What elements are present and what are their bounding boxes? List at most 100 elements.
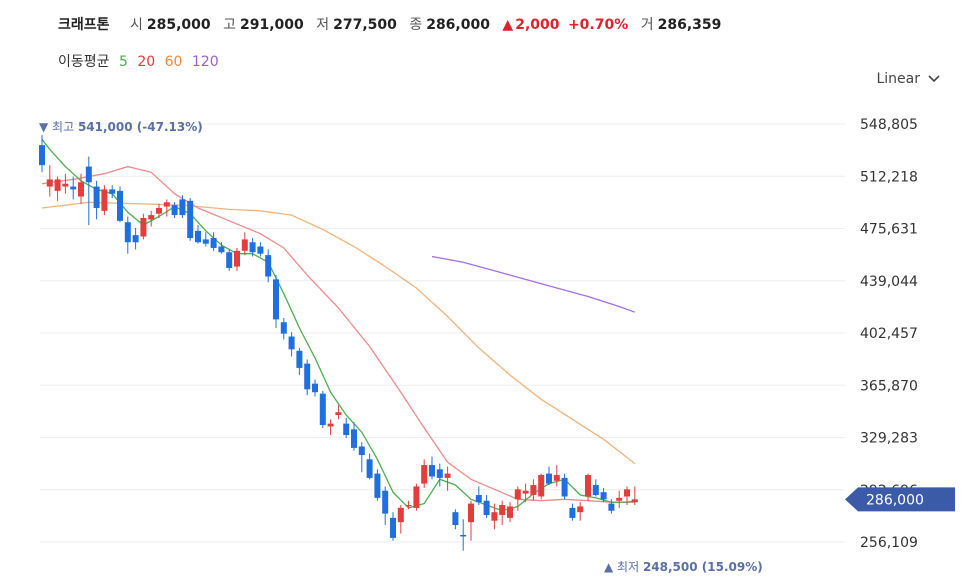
candle-body [483, 500, 490, 516]
ma120-line [431, 255, 636, 313]
y-tick-label: 512,218 [860, 169, 918, 185]
low-label: 저 [316, 17, 330, 33]
candle-body [436, 469, 443, 478]
low-value: 248,500 (15.09%) [643, 560, 763, 574]
scale-dropdown[interactable]: Linear [876, 71, 940, 87]
stock-summary: 크래프톤 시 285,000 고 291,000 저 277,500 종 286,000… [58, 14, 729, 34]
candle-body [530, 485, 537, 496]
change-up-icon: ▲ [502, 17, 514, 33]
candle-body [210, 237, 217, 248]
candle-body [257, 246, 264, 254]
candle-body [491, 512, 498, 521]
volume-value: 286,359 [657, 17, 722, 33]
close-label: 종 [409, 17, 423, 33]
current-price-label: 286,000 [866, 492, 924, 508]
ma60-legend[interactable]: 60 [164, 54, 183, 70]
candle-body [390, 517, 396, 538]
ma5-legend[interactable]: 5 [118, 54, 128, 70]
ma5-line [41, 139, 635, 512]
candle-body [522, 490, 529, 494]
candle-body [553, 475, 560, 481]
open-value: 285,000 [146, 17, 211, 33]
candle-body [600, 492, 607, 500]
high-label: 고 [223, 17, 236, 33]
candle-body [39, 145, 45, 166]
candle-body [46, 179, 53, 187]
open-label: 시 [129, 17, 143, 33]
candle-body [335, 412, 342, 416]
candle-body [460, 535, 467, 537]
y-tick-label: 475,631 [860, 222, 918, 238]
candle-body [117, 190, 123, 221]
candle-body [499, 505, 506, 516]
candle-body [429, 465, 435, 477]
candle-body [592, 485, 599, 496]
candle-body [101, 189, 108, 211]
change-value: 2,000 [515, 17, 560, 33]
candle-body [54, 179, 61, 191]
ma-legend-label: 이동평균 [58, 54, 110, 70]
candle-body [507, 506, 513, 518]
candle-body [163, 202, 170, 207]
candle-body [187, 200, 194, 238]
candle-body [452, 512, 459, 526]
candle-body [241, 239, 248, 251]
candle-body [585, 475, 591, 497]
candle-body [569, 507, 576, 518]
low-arrow-icon: ▲ [604, 560, 617, 574]
candle-body [109, 189, 116, 194]
candle-body [616, 497, 623, 501]
change-percent: +0.70% [567, 17, 629, 33]
candle-body [273, 279, 279, 320]
candle-body [444, 473, 451, 478]
candle-body [179, 199, 186, 216]
ma120-legend[interactable]: 120 [191, 54, 219, 70]
candle-body [374, 473, 381, 498]
candle-body [140, 217, 147, 237]
candle-body [202, 239, 209, 244]
candle-body [171, 205, 178, 216]
low-value: 277,500 [333, 17, 397, 33]
candle-body [468, 503, 474, 523]
candle-body [631, 499, 638, 503]
candle-body [296, 350, 303, 368]
candle-body [288, 336, 295, 350]
candle-body [343, 423, 350, 436]
ma20-legend[interactable]: 20 [137, 54, 156, 70]
candle-body [546, 473, 552, 484]
candle-body [538, 475, 545, 497]
low-annotation: ▲ 최저 248,500 (15.09%) [604, 560, 763, 574]
candle-body [218, 246, 225, 253]
candle-body [577, 506, 584, 513]
candle-body [265, 255, 272, 277]
candle-body [312, 383, 318, 393]
candle-body [475, 495, 482, 503]
candle-body [366, 459, 373, 478]
y-tick-label: 548,805 [860, 117, 918, 133]
candle-body [249, 242, 256, 253]
candle-body [397, 507, 404, 523]
high-value: 291,000 [239, 17, 304, 33]
candle-body [319, 393, 326, 426]
candle-body [226, 252, 233, 268]
candle-body [78, 182, 84, 197]
candle-body [413, 486, 420, 508]
candle-body [124, 222, 131, 243]
candle-body [327, 423, 334, 427]
candle-body [85, 166, 92, 183]
current-price-tag [845, 487, 955, 512]
y-tick-label: 402,457 [860, 326, 918, 342]
high-value: 541,000 (-47.13%) [78, 120, 203, 134]
volume-label: 거 [640, 17, 654, 33]
y-tick-label: 329,283 [860, 431, 918, 447]
chevron-down-icon [928, 75, 940, 83]
candle-body [382, 490, 389, 514]
high-arrow-icon: ▼ [39, 120, 52, 134]
candle-body [93, 186, 100, 208]
low-label: 최저 [617, 560, 643, 574]
high-label: 최고 [52, 120, 78, 134]
candle-body [405, 505, 412, 507]
candle-body [608, 503, 615, 511]
candle-body [156, 207, 162, 214]
